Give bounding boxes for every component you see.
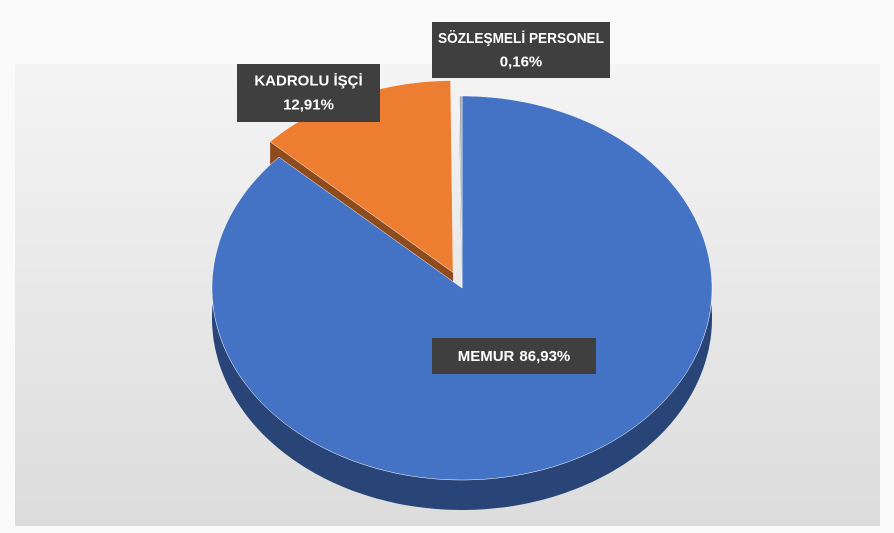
category-label: KADROLU İŞÇİ bbox=[254, 72, 362, 89]
label-box bbox=[432, 338, 596, 374]
value-label: 12,91% bbox=[283, 97, 334, 114]
slice bbox=[459, 95, 463, 289]
label-box bbox=[237, 64, 380, 122]
labels: MEMUR 86,93% KADROLU İŞÇİ 12,91% SÖZLEŞMELİ … bbox=[237, 22, 610, 374]
data-label: MEMUR 86,93% bbox=[458, 348, 571, 365]
label-box bbox=[432, 22, 610, 78]
category-label: MEMUR bbox=[458, 348, 515, 365]
category-label: SÖZLEŞMELİ PERSONEL bbox=[438, 30, 604, 47]
value-label: 86,93% bbox=[519, 348, 570, 365]
value-label: 0,16% bbox=[500, 53, 543, 70]
